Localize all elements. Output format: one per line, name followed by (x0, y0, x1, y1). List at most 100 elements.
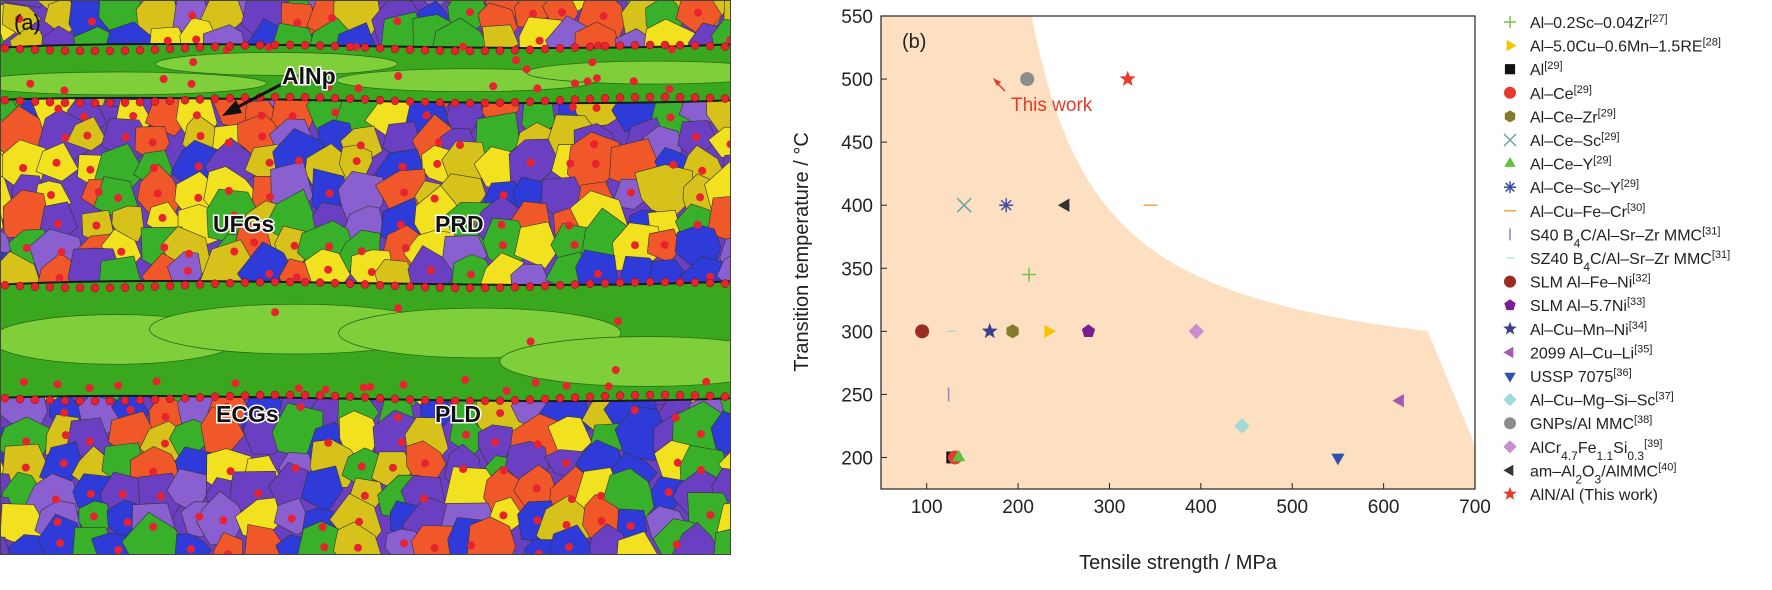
boundary-particle (76, 47, 84, 55)
legend-marker (1503, 347, 1513, 358)
aln-particle (420, 495, 428, 503)
legend-marker (1505, 64, 1515, 74)
aln-particle (355, 518, 363, 526)
legend-marker (1503, 393, 1516, 406)
legend-label: GNPs/Al MMC[38] (1530, 414, 1652, 433)
x-tick-label: 500 (1276, 497, 1308, 518)
boundary-particle (316, 392, 324, 400)
boundary-particle (451, 284, 459, 292)
aln-particle (164, 37, 172, 45)
aln-particle (195, 513, 203, 521)
aln-particle (265, 270, 273, 278)
boundary-particle (346, 280, 354, 288)
aln-particle (54, 105, 62, 113)
legend-item: Al[29] (1505, 60, 1563, 79)
boundary-particle (121, 397, 129, 405)
aln-particle (114, 546, 122, 554)
boundary-particle (16, 395, 24, 403)
boundary-particle (331, 279, 339, 287)
boundary-particle (466, 99, 474, 107)
panel-a-label: (a) (14, 10, 41, 35)
boundary-particle (571, 44, 579, 52)
aln-particle (592, 160, 600, 168)
boundary-particle (646, 41, 654, 49)
aln-particle (593, 74, 601, 82)
aln-particle (288, 515, 296, 523)
boundary-particle (301, 278, 309, 286)
boundary-particle (541, 282, 549, 290)
legend: Al–0.2Sc–0.04Zr[27]Al–5.0Cu–0.6Mn–1.5RE[… (1503, 13, 1730, 504)
microstructure-figure: (a) AlNp UFGs PRD ECGs PLD (0, 0, 731, 555)
legend-item: SZ40 B4C/Al–Sr–Zr MMC[31] (1506, 249, 1730, 274)
ecgs-label: ECGs (216, 401, 279, 427)
x-tick-label: 100 (911, 497, 943, 518)
aln-particle (159, 214, 167, 222)
boundary-particle (196, 95, 204, 103)
aln-particle (197, 132, 205, 140)
y-tick-label: 250 (841, 385, 873, 406)
aln-particle (498, 221, 506, 229)
legend-marker (1504, 87, 1516, 99)
aln-particle (523, 65, 531, 73)
boundary-particle (91, 397, 99, 405)
aln-particle (54, 518, 62, 526)
boundary-particle (526, 396, 534, 404)
boundary-particle (226, 42, 234, 50)
boundary-particle (136, 98, 144, 106)
boundary-particle (256, 391, 264, 399)
aln-particle (154, 189, 162, 197)
boundary-particle (691, 392, 699, 400)
boundary-particle (166, 282, 174, 290)
aln-particle (122, 133, 130, 141)
aln-particle (467, 271, 475, 279)
legend-item: Al–Ce–Zr[29] (1505, 107, 1616, 126)
aln-particle (366, 383, 374, 391)
aln-particle (431, 195, 439, 203)
boundary-particle (376, 96, 384, 104)
boundary-particle (646, 278, 654, 286)
boundary-particle (121, 47, 129, 55)
aln-particle (358, 247, 366, 255)
boundary-particle (421, 46, 429, 54)
aln-particle (571, 79, 579, 87)
boundary-particle (451, 47, 459, 55)
boundary-particle (76, 397, 84, 405)
aln-particle (400, 189, 408, 197)
aln-particle (220, 516, 228, 524)
aln-particle (694, 221, 702, 229)
aln-particle (529, 10, 537, 18)
boundary-particle (526, 283, 534, 291)
aln-particle (20, 378, 28, 386)
aln-particle (331, 108, 339, 116)
aln-particle (594, 270, 602, 278)
aln-particle (361, 492, 369, 500)
boundary-particle (691, 279, 699, 287)
boundary-particle (286, 278, 294, 286)
boundary-particle (106, 284, 114, 292)
boundary-particle (526, 98, 534, 106)
aln-particle (394, 304, 402, 312)
boundary-particle (61, 284, 69, 292)
aln-particle (527, 159, 535, 167)
aln-particle (565, 222, 573, 230)
aln-particle (563, 382, 571, 390)
boundary-particle (151, 46, 159, 54)
legend-item: SLM Al–Fe–Ni[32] (1504, 273, 1651, 292)
boundary-particle (316, 279, 324, 287)
boundary-particle (286, 391, 294, 399)
boundary-particle (346, 393, 354, 401)
boundary-particle (661, 278, 669, 286)
boundary-particle (91, 99, 99, 107)
aln-particle (80, 113, 88, 121)
boundary-particle (286, 41, 294, 49)
aln-particle (500, 191, 508, 199)
aln-particle (533, 84, 541, 92)
aln-particle (399, 381, 407, 389)
aln-particle (188, 80, 196, 88)
boundary-particle (556, 96, 564, 104)
boundary-particle (496, 47, 504, 55)
x-axis-label: Tensile strength / MPa (1079, 552, 1278, 574)
boundary-particle (1, 44, 9, 52)
aln-particle (185, 250, 193, 258)
